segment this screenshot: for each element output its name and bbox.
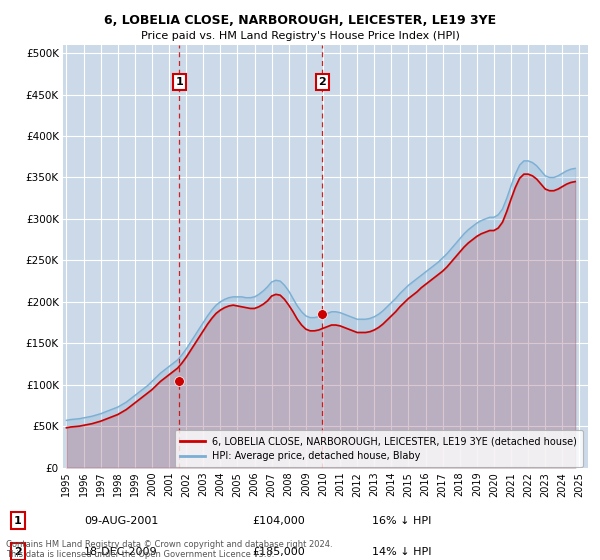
Text: 1: 1 (14, 516, 22, 526)
Text: Contains HM Land Registry data © Crown copyright and database right 2024.
This d: Contains HM Land Registry data © Crown c… (6, 540, 332, 559)
Text: £104,000: £104,000 (252, 516, 305, 526)
Text: Price paid vs. HM Land Registry's House Price Index (HPI): Price paid vs. HM Land Registry's House … (140, 31, 460, 41)
Text: 18-DEC-2009: 18-DEC-2009 (84, 547, 158, 557)
Text: 6, LOBELIA CLOSE, NARBOROUGH, LEICESTER, LE19 3YE: 6, LOBELIA CLOSE, NARBOROUGH, LEICESTER,… (104, 14, 496, 27)
Text: 2: 2 (319, 77, 326, 87)
Legend: 6, LOBELIA CLOSE, NARBOROUGH, LEICESTER, LE19 3YE (detached house), HPI: Average: 6, LOBELIA CLOSE, NARBOROUGH, LEICESTER,… (175, 431, 583, 467)
Text: 14% ↓ HPI: 14% ↓ HPI (372, 547, 431, 557)
Text: 2: 2 (14, 547, 22, 557)
Text: 16% ↓ HPI: 16% ↓ HPI (372, 516, 431, 526)
Text: 09-AUG-2001: 09-AUG-2001 (84, 516, 158, 526)
Text: £185,000: £185,000 (252, 547, 305, 557)
Text: 1: 1 (176, 77, 184, 87)
